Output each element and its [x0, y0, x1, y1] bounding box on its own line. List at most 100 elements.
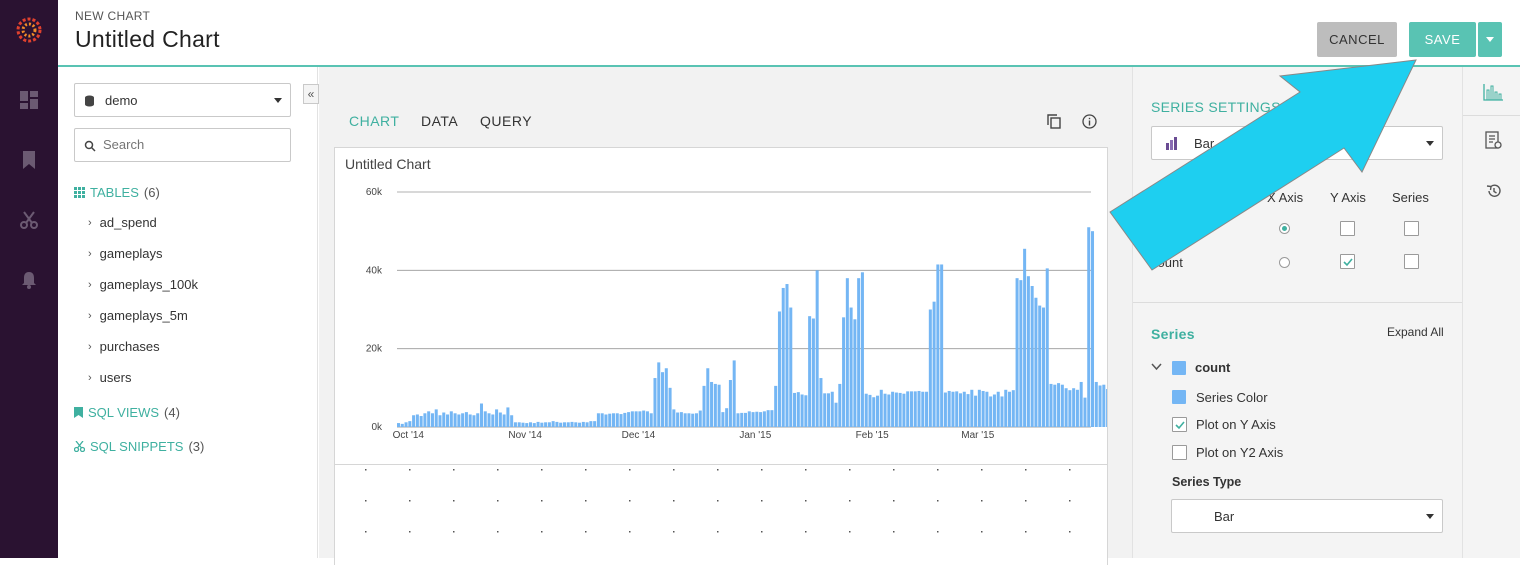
bar[interactable] [947, 390, 951, 427]
bar[interactable] [887, 394, 891, 427]
bar[interactable] [921, 391, 925, 427]
expand-all-link[interactable]: Expand All [1387, 325, 1444, 339]
bar[interactable] [838, 383, 842, 427]
bar[interactable] [1008, 391, 1012, 427]
count-x-axis-radio[interactable] [1279, 257, 1290, 268]
bar[interactable] [1083, 397, 1087, 428]
bar[interactable] [581, 421, 585, 427]
bar[interactable] [683, 413, 687, 427]
bar[interactable] [845, 278, 849, 427]
datasource-select[interactable]: demo [74, 83, 291, 117]
bar[interactable] [645, 411, 649, 427]
bar[interactable] [634, 411, 638, 427]
bar[interactable] [449, 411, 453, 427]
bar[interactable] [1102, 384, 1106, 427]
bar[interactable] [970, 389, 974, 427]
bar[interactable] [943, 392, 947, 427]
bar[interactable] [872, 397, 876, 427]
document-settings-icon[interactable] [1485, 131, 1502, 150]
bar[interactable] [876, 395, 880, 427]
count-y-axis-checkbox[interactable] [1340, 254, 1355, 269]
bar[interactable] [434, 409, 438, 428]
bar[interactable] [1106, 389, 1107, 427]
bar[interactable] [585, 422, 589, 427]
bar[interactable] [604, 414, 608, 427]
bar[interactable] [793, 392, 797, 427]
bar[interactable] [1079, 381, 1083, 427]
table-item[interactable]: › ad_spend [88, 215, 157, 230]
collapse-sidebar-button[interactable]: « [303, 84, 319, 104]
bar[interactable] [815, 270, 819, 427]
bar[interactable] [1068, 390, 1072, 427]
bar[interactable] [1026, 276, 1030, 427]
bar[interactable] [547, 422, 551, 427]
row1-y-axis-checkbox[interactable] [1340, 221, 1355, 236]
bar[interactable] [1098, 385, 1102, 427]
bar[interactable] [777, 311, 781, 427]
bar[interactable] [713, 383, 717, 427]
tab-query[interactable]: QUERY [480, 113, 533, 129]
bar[interactable] [415, 414, 419, 427]
bar[interactable] [544, 422, 548, 427]
bar[interactable] [461, 413, 465, 427]
cancel-button[interactable]: CANCEL [1317, 22, 1397, 57]
bar[interactable] [894, 392, 898, 427]
bar[interactable] [623, 412, 627, 427]
bar[interactable] [951, 391, 955, 427]
bar[interactable] [615, 413, 619, 427]
sql-snippets-section-header[interactable]: SQL SNIPPETS (3) [74, 439, 204, 454]
bar[interactable] [529, 422, 533, 427]
bar[interactable] [1094, 381, 1098, 427]
bar[interactable] [672, 409, 676, 428]
bar[interactable] [962, 391, 966, 427]
scissors-icon[interactable] [19, 210, 39, 230]
bar[interactable] [506, 407, 510, 427]
bar[interactable] [408, 421, 412, 428]
bar[interactable] [725, 408, 729, 427]
bar[interactable] [589, 421, 593, 428]
bar[interactable] [1060, 384, 1064, 427]
count-series-checkbox[interactable] [1404, 254, 1419, 269]
bar[interactable] [555, 421, 559, 427]
bar[interactable] [1004, 389, 1008, 427]
table-item[interactable]: › gameplays_100k [88, 277, 198, 292]
bar[interactable] [819, 378, 823, 427]
bar[interactable] [1019, 280, 1023, 428]
bar[interactable] [1091, 231, 1095, 427]
bar[interactable] [710, 381, 714, 427]
bar[interactable] [981, 390, 985, 427]
bar[interactable] [985, 391, 989, 427]
info-icon[interactable] [1082, 114, 1097, 129]
bookmark-icon[interactable] [19, 150, 39, 170]
bar-chart-settings-icon[interactable] [1483, 84, 1503, 101]
bar[interactable] [853, 319, 857, 427]
dashboard-icon[interactable] [19, 90, 39, 110]
tables-section-header[interactable]: TABLES (6) [74, 185, 160, 200]
tab-chart[interactable]: CHART [349, 113, 400, 129]
bar[interactable] [789, 307, 793, 427]
bar[interactable] [785, 284, 789, 427]
bar[interactable] [932, 301, 936, 427]
bar[interactable] [1072, 388, 1076, 427]
bar[interactable] [491, 414, 495, 427]
bar[interactable] [974, 395, 978, 427]
search-field[interactable] [74, 128, 291, 162]
table-item[interactable]: › gameplays [88, 246, 163, 261]
bar[interactable] [468, 414, 472, 427]
bar[interactable] [913, 391, 917, 427]
bar[interactable] [627, 412, 631, 427]
bar[interactable] [804, 395, 808, 427]
bar[interactable] [1045, 268, 1049, 428]
bar[interactable] [1053, 384, 1057, 427]
bar[interactable] [521, 422, 525, 427]
bar[interactable] [902, 393, 906, 427]
sql-views-section-header[interactable]: SQL VIEWS (4) [74, 405, 180, 420]
series-type-select[interactable]: Bar [1171, 499, 1443, 533]
bar[interactable] [747, 411, 751, 427]
bar[interactable] [487, 413, 491, 427]
bar[interactable] [464, 412, 468, 427]
bar[interactable] [619, 414, 623, 427]
bar[interactable] [834, 402, 838, 427]
bar[interactable] [823, 393, 827, 427]
history-icon[interactable] [1486, 183, 1502, 199]
